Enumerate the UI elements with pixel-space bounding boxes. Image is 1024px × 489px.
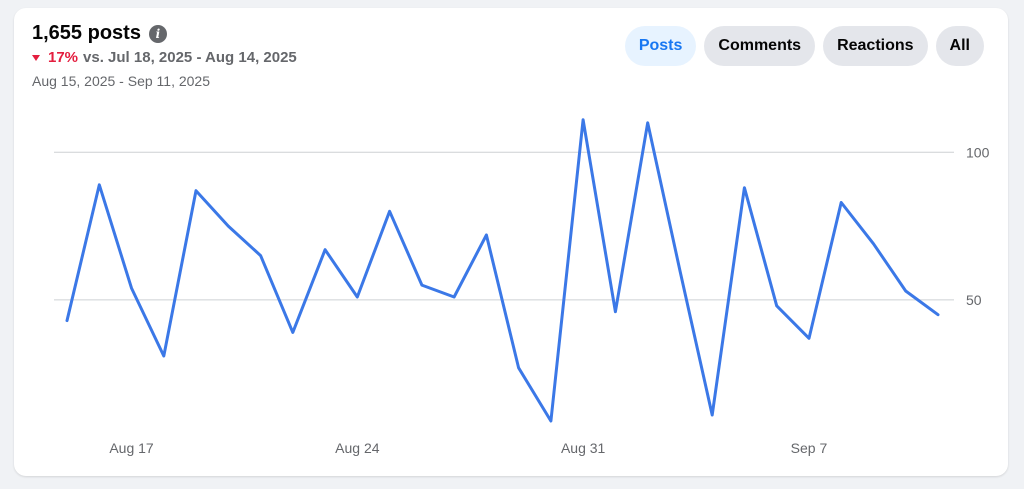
metric-tabs: Posts Comments Reactions All [624, 26, 984, 66]
tab-posts[interactable]: Posts [624, 26, 697, 66]
tab-comments[interactable]: Comments [704, 26, 816, 66]
tab-reactions[interactable]: Reactions [823, 26, 928, 66]
posts-chart-card: 1,655 posts i 17% vs. Jul 18, 2025 - Aug… [14, 8, 1008, 476]
data-point[interactable] [448, 291, 460, 303]
posts-series-line[interactable] [65, 118, 940, 423]
data-point[interactable] [642, 117, 654, 129]
data-point[interactable] [351, 291, 363, 303]
data-point[interactable] [577, 114, 589, 126]
date-range: Aug 15, 2025 - Sep 11, 2025 [32, 73, 210, 89]
x-tick-label: Aug 31 [561, 440, 606, 456]
line-chart: 50 100 Aug 17 Aug 24 Aug 31 Sep 7 [54, 114, 990, 456]
data-point[interactable] [222, 220, 234, 232]
data-point[interactable] [674, 264, 686, 276]
data-point[interactable] [545, 415, 557, 427]
data-point[interactable] [609, 306, 621, 318]
data-point[interactable] [803, 332, 815, 344]
y-tick-label: 50 [966, 292, 982, 308]
x-tick-label: Aug 24 [335, 440, 380, 456]
data-point[interactable] [319, 244, 331, 256]
data-point[interactable] [480, 229, 492, 241]
posts-count-title: 1,655 posts [32, 22, 141, 44]
tab-all[interactable]: All [935, 26, 984, 66]
x-tick-label: Sep 7 [791, 440, 828, 456]
data-point[interactable] [835, 196, 847, 208]
trend-down-icon [32, 54, 40, 61]
data-point[interactable] [771, 300, 783, 312]
info-icon[interactable]: i [148, 24, 167, 43]
comparison-range: vs. Jul 18, 2025 - Aug 14, 2025 [83, 49, 297, 66]
x-tick-label: Aug 17 [109, 440, 154, 456]
change-percent: 17% [48, 49, 79, 66]
data-point[interactable] [61, 315, 73, 327]
y-tick-label: 100 [966, 144, 990, 160]
title-row: 1,655 posts i [32, 22, 167, 45]
data-point[interactable] [738, 182, 750, 194]
data-point[interactable] [932, 309, 944, 321]
data-point[interactable] [384, 205, 396, 217]
data-point[interactable] [867, 238, 879, 250]
data-point[interactable] [706, 409, 718, 421]
data-point[interactable] [287, 326, 299, 338]
data-point[interactable] [126, 282, 138, 294]
change-row: 17% vs. Jul 18, 2025 - Aug 14, 2025 [32, 49, 297, 66]
data-point[interactable] [513, 362, 525, 374]
data-point[interactable] [900, 285, 912, 297]
data-point[interactable] [416, 279, 428, 291]
data-point[interactable] [93, 179, 105, 191]
data-point[interactable] [255, 250, 267, 262]
data-point[interactable] [158, 350, 170, 362]
data-point[interactable] [190, 185, 202, 197]
